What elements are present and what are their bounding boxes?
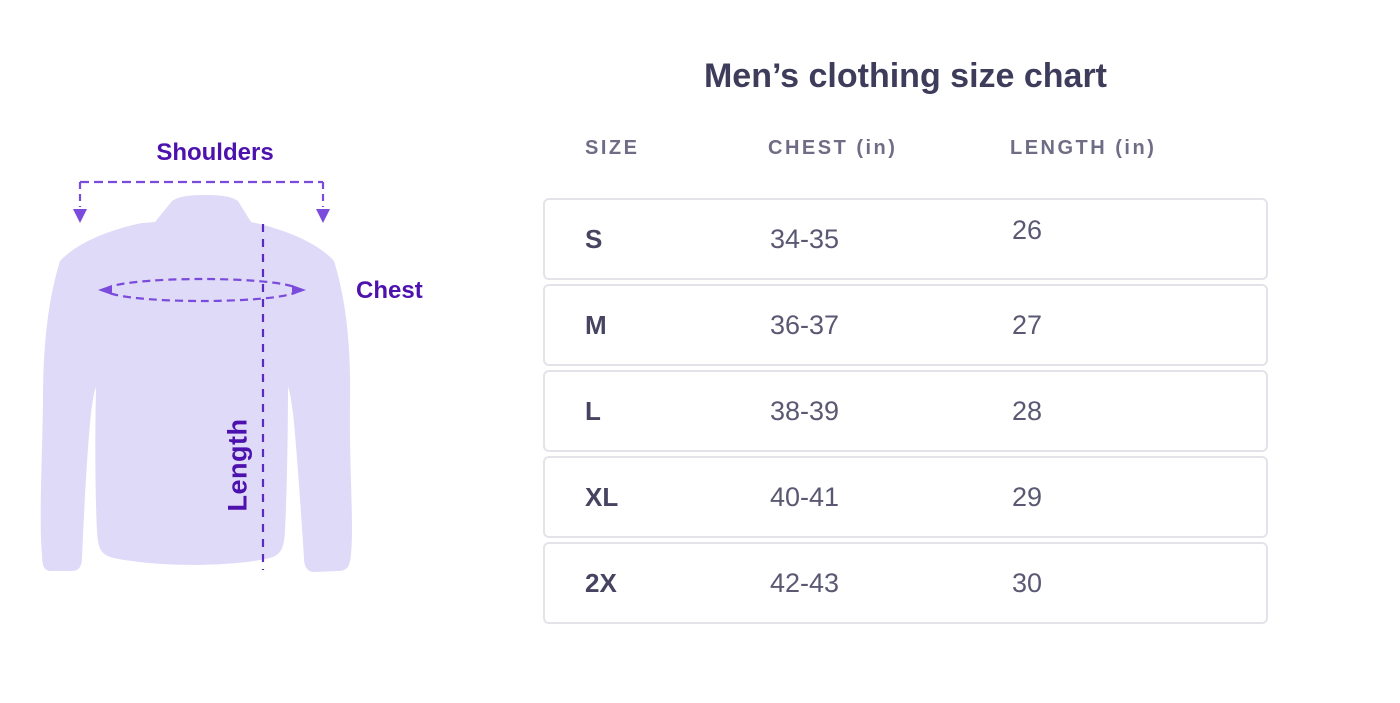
column-header-length: LENGTH (in) xyxy=(1010,136,1157,159)
chest-value: 34-35 xyxy=(770,223,840,254)
length-value: 27 xyxy=(1012,309,1043,340)
size-table: S 34-35 26 M 36-37 27 L 38-39 28 XL 40-4… xyxy=(543,198,1268,624)
size-value: M xyxy=(585,309,607,340)
size-chart-panel: Men’s clothing size chart SIZE CHEST (in… xyxy=(543,0,1268,628)
chest-measure-ellipse xyxy=(98,277,306,303)
shirt-diagram-graphic xyxy=(40,180,352,572)
shoulders-measure-arrowheads xyxy=(73,209,330,223)
table-header-row: SIZE CHEST (in) LENGTH (in) xyxy=(543,136,1268,160)
chest-value: 40-41 xyxy=(770,481,840,512)
length-value: 29 xyxy=(1012,481,1043,512)
chest-value: 36-37 xyxy=(770,309,840,340)
shoulders-label: Shoulders xyxy=(156,139,274,166)
column-header-size: SIZE xyxy=(585,136,640,159)
size-value: S xyxy=(585,223,603,254)
table-row: L 38-39 28 xyxy=(543,370,1268,452)
chest-value: 42-43 xyxy=(770,567,840,598)
size-value: XL xyxy=(585,481,619,512)
shirt-silhouette-shape xyxy=(40,195,352,572)
chest-label: Chest xyxy=(356,277,423,304)
table-row: XL 40-41 29 xyxy=(543,456,1268,538)
chest-value: 38-39 xyxy=(770,395,840,426)
page-title: Men’s clothing size chart xyxy=(703,57,1108,95)
length-value: 26 xyxy=(1012,214,1043,245)
table-row: 2X 42-43 30 xyxy=(543,542,1268,624)
length-value: 30 xyxy=(1012,567,1043,598)
size-value: 2X xyxy=(585,567,617,598)
table-row: S 34-35 26 xyxy=(543,198,1268,280)
length-value: 28 xyxy=(1012,395,1043,426)
table-row: M 36-37 27 xyxy=(543,284,1268,366)
size-value: L xyxy=(585,395,601,426)
length-label: Length xyxy=(222,418,253,512)
shoulders-measure-line xyxy=(78,180,325,207)
column-header-chest: CHEST (in) xyxy=(768,136,898,159)
shirt-measurement-diagram: Shoulders Chest Length xyxy=(0,0,470,703)
